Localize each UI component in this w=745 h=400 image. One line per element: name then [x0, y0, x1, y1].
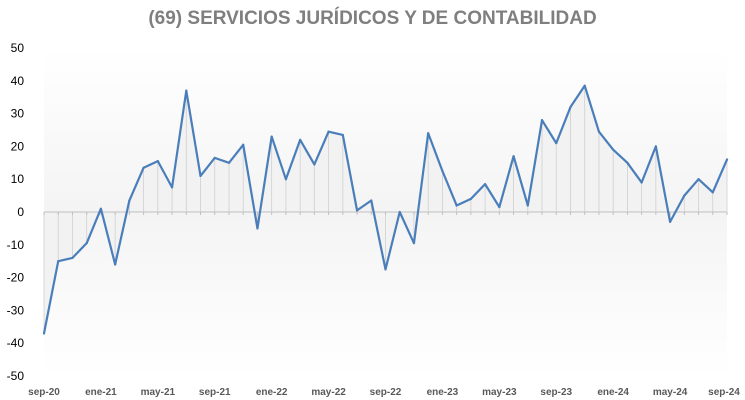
data-point — [99, 207, 103, 210]
data-point — [441, 169, 444, 173]
data-point — [484, 183, 487, 186]
y-tick-label: -40 — [7, 336, 25, 350]
data-point — [583, 84, 586, 87]
drop-lines — [43, 85, 728, 334]
data-point — [427, 132, 430, 135]
data-point — [57, 260, 60, 263]
x-tick-label: ene-23 — [427, 387, 459, 398]
data-point — [242, 143, 245, 146]
data-point — [725, 158, 729, 161]
y-tick-label: 40 — [11, 74, 25, 88]
data-point — [612, 148, 615, 151]
y-tick-label: -30 — [7, 303, 25, 317]
y-tick-label: -10 — [7, 238, 25, 252]
data-point — [156, 160, 159, 163]
data-point — [71, 256, 74, 260]
data-point — [256, 227, 259, 230]
data-point — [455, 204, 458, 207]
data-point — [341, 133, 344, 137]
data-point — [498, 205, 501, 209]
data-point — [199, 174, 202, 178]
x-tick-label: may-21 — [141, 387, 176, 398]
data-point — [569, 105, 572, 109]
data-point — [170, 186, 174, 189]
data-point — [683, 194, 686, 197]
data-point — [555, 142, 558, 145]
data-point — [626, 161, 629, 164]
data-point — [270, 135, 273, 138]
data-point — [128, 199, 131, 202]
x-tick-label: sep-23 — [540, 387, 572, 398]
data-point — [327, 130, 330, 133]
x-tick-label: sep-22 — [370, 387, 402, 398]
series-layer — [42, 84, 729, 335]
x-tick-label: may-24 — [653, 387, 688, 398]
x-tick-label: sep-24 — [708, 387, 740, 398]
data-point — [370, 199, 373, 202]
x-tick-label: ene-21 — [85, 387, 117, 398]
data-point — [313, 163, 316, 166]
data-point — [697, 178, 700, 181]
data-point — [654, 145, 657, 148]
data-point — [668, 220, 672, 223]
y-tick-label: 50 — [11, 41, 25, 55]
data-point — [142, 166, 145, 169]
data-point — [711, 191, 714, 194]
data-point — [469, 197, 472, 200]
y-tick-label: -20 — [7, 271, 25, 285]
y-tick-label: 10 — [11, 172, 25, 186]
data-point — [526, 204, 529, 207]
y-tick-label: 0 — [17, 205, 24, 219]
x-tick-label: sep-20 — [28, 387, 60, 398]
data-point — [512, 155, 515, 158]
data-point — [540, 119, 544, 122]
x-tick-label: ene-22 — [256, 387, 288, 398]
data-point — [114, 263, 117, 266]
chart-title: (69) SERVICIOS JURÍDICOS Y DE CONTABILID… — [148, 8, 597, 29]
x-tick-label: may-22 — [311, 387, 346, 398]
x-tick-label: may-23 — [482, 387, 517, 398]
data-point — [227, 161, 231, 164]
data-point — [398, 210, 401, 214]
data-point — [299, 138, 302, 141]
data-point — [597, 130, 601, 133]
x-tick-label: ene-24 — [597, 387, 629, 398]
y-axis-ticks: 50 40 30 20 10 0 -10 -20 -30 -40 -50 — [7, 41, 25, 383]
data-point — [412, 242, 416, 245]
data-point — [640, 181, 643, 184]
x-tick-label: sep-21 — [199, 387, 231, 398]
data-point — [42, 332, 46, 335]
x-axis-ticks: sep-20 ene-21 may-21 sep-21 ene-22 may-22 sep-… — [28, 387, 740, 398]
data-point — [213, 156, 216, 159]
data-point — [384, 268, 387, 271]
data-point — [355, 209, 359, 212]
y-tick-label: 20 — [11, 139, 25, 153]
data-point — [284, 178, 287, 181]
y-tick-label: -50 — [7, 369, 25, 383]
data-point — [185, 89, 188, 92]
axes — [43, 211, 728, 215]
data-point — [85, 242, 88, 245]
y-tick-label: 30 — [11, 107, 25, 121]
